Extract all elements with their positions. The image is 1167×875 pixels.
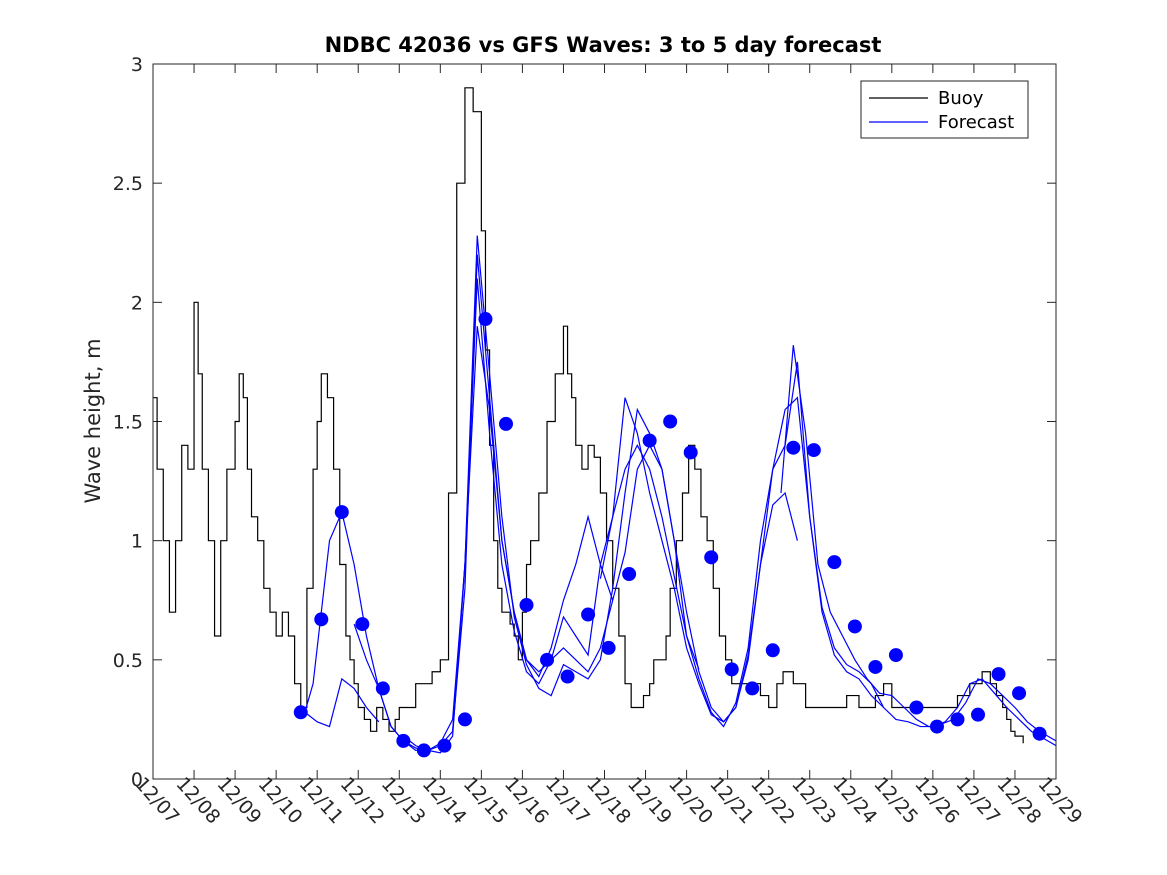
forecast-marker — [909, 700, 924, 715]
forecast-marker — [950, 712, 965, 727]
forecast-marker — [663, 414, 678, 429]
forecast-run-line — [304, 677, 380, 728]
forecast-series-lines — [304, 235, 1057, 754]
forecast-marker — [478, 312, 493, 327]
legend-buoy-label: Buoy — [938, 88, 984, 109]
forecast-marker — [601, 640, 616, 655]
forecast-marker — [806, 443, 821, 458]
y-tick-label: 2.5 — [113, 173, 143, 195]
forecast-marker — [314, 612, 329, 627]
forecast-run-line — [780, 345, 1057, 742]
chart-title: NDBC 42036 vs GFS Waves: 3 to 5 day fore… — [325, 33, 882, 57]
forecast-marker — [929, 719, 944, 734]
y-tick-label: 1 — [131, 531, 143, 553]
forecast-run-line — [353, 254, 700, 752]
forecast-marker — [416, 743, 431, 758]
y-axis-label: Wave height, m — [81, 338, 105, 503]
buoy-series-line — [153, 87, 1024, 744]
legend: Buoy Forecast — [860, 80, 1029, 139]
y-tick-label: 2 — [131, 292, 143, 314]
forecast-marker — [622, 567, 637, 582]
axes-box — [152, 63, 1057, 780]
forecast-marker — [437, 738, 452, 753]
y-tick-labels: 0 0.5 1 1.5 2 2.5 3 — [113, 54, 143, 791]
forecast-marker — [1012, 686, 1027, 701]
forecast-marker — [293, 705, 308, 720]
forecast-marker — [847, 619, 862, 634]
forecast-marker — [827, 555, 842, 570]
forecast-markers — [293, 312, 1047, 758]
forecast-marker — [498, 416, 513, 431]
forecast-marker — [971, 707, 986, 722]
forecast-marker — [540, 652, 555, 667]
forecast-marker — [375, 681, 390, 696]
y-tick-label: 3 — [131, 54, 143, 76]
forecast-marker — [519, 598, 534, 613]
forecast-marker — [581, 607, 596, 622]
forecast-marker — [704, 550, 719, 565]
forecast-marker — [683, 445, 698, 460]
forecast-marker — [888, 648, 903, 663]
axis-ticks — [152, 63, 1057, 780]
forecast-marker — [396, 733, 411, 748]
y-tick-label: 0.5 — [113, 650, 143, 672]
y-tick-label: 0 — [131, 769, 143, 791]
forecast-marker — [560, 669, 575, 684]
forecast-run-line — [304, 326, 614, 752]
forecast-marker — [786, 440, 801, 455]
plot-area — [153, 87, 1057, 758]
forecast-marker — [355, 617, 370, 632]
forecast-marker — [745, 681, 760, 696]
forecast-marker — [1032, 726, 1047, 741]
forecast-marker — [642, 433, 657, 448]
y-tick-label: 1.5 — [113, 412, 143, 434]
forecast-marker — [991, 667, 1006, 682]
forecast-marker — [724, 662, 739, 677]
forecast-marker — [334, 505, 349, 520]
forecast-marker — [765, 643, 780, 658]
legend-forecast-label: Forecast — [938, 112, 1014, 133]
legend-box — [860, 80, 1029, 139]
forecast-marker — [868, 659, 883, 674]
forecast-marker — [457, 712, 472, 727]
